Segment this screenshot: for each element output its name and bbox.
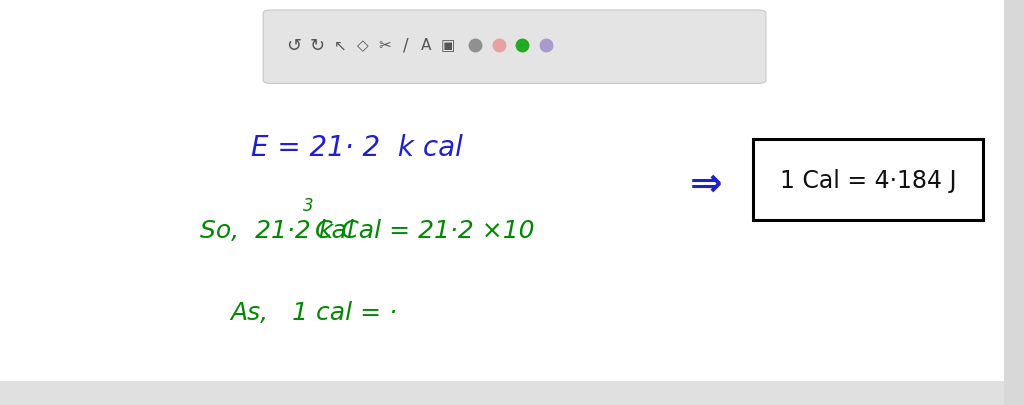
Point: [514, 43, 530, 49]
Text: ▣: ▣: [440, 38, 455, 53]
Text: A: A: [421, 38, 431, 53]
Text: Cal: Cal: [315, 219, 355, 243]
Text: ✂: ✂: [379, 38, 391, 53]
Text: ⇒: ⇒: [690, 165, 723, 203]
Bar: [1004, 0, 1024, 405]
Point: [490, 43, 507, 49]
Text: ↖: ↖: [334, 38, 346, 53]
FancyBboxPatch shape: [263, 11, 766, 84]
Point: [538, 43, 554, 49]
Text: /: /: [402, 37, 409, 55]
FancyBboxPatch shape: [753, 140, 983, 221]
Text: ↻: ↻: [310, 37, 325, 55]
Text: 1 Cal = 4·184 J: 1 Cal = 4·184 J: [779, 168, 956, 192]
Text: As,   1 cal = ·: As, 1 cal = ·: [230, 300, 397, 324]
Text: So,  21·2 k Cal = 21·2 ×10: So, 21·2 k Cal = 21·2 ×10: [200, 219, 535, 243]
Point: [467, 43, 483, 49]
Bar: [0, 381, 1024, 405]
Text: ◇: ◇: [356, 38, 369, 53]
Text: 3: 3: [303, 197, 313, 215]
Text: ↺: ↺: [287, 37, 301, 55]
Text: E = 21· 2  k cal: E = 21· 2 k cal: [251, 134, 463, 162]
